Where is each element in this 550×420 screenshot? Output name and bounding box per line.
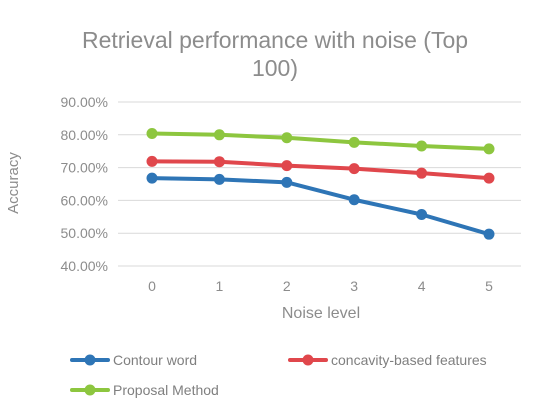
x-tick-label: 4	[418, 278, 426, 294]
data-point	[483, 143, 495, 155]
y-axis-label: Accuracy	[5, 152, 22, 214]
series-lines	[146, 127, 495, 240]
data-point	[281, 176, 293, 188]
legend-marker	[84, 354, 96, 366]
chart-title-line-2: 100)	[252, 55, 298, 81]
legend-label: Contour word	[113, 352, 197, 368]
data-point	[213, 129, 225, 141]
data-point	[281, 160, 293, 172]
data-point	[348, 194, 360, 206]
y-tick-label: 40.00%	[61, 258, 108, 274]
data-point	[483, 228, 495, 240]
data-point	[416, 140, 428, 152]
legend-item: concavity-based features	[288, 352, 487, 368]
gridlines	[118, 101, 521, 267]
data-point	[348, 136, 360, 148]
series-2	[146, 127, 495, 155]
data-point	[348, 163, 360, 175]
x-tick-label: 0	[148, 278, 156, 294]
axes: 40.00% 50.00% 60.00% 70.00% 80.00% 90.00% 0 1 2 3…	[61, 94, 494, 294]
legend-item: Contour word	[70, 352, 197, 368]
legend-label: Proposal Method	[113, 382, 219, 398]
chart-title-line-1: Retrieval performance with noise (Top	[82, 27, 468, 53]
data-point	[146, 172, 158, 184]
legend: Contour word concavity-based features Prop…	[70, 352, 487, 398]
x-axis-label: Noise level	[282, 305, 360, 322]
data-point	[213, 173, 225, 185]
data-point	[416, 209, 428, 221]
x-tick-label: 1	[216, 278, 224, 294]
series-line	[150, 159, 491, 181]
y-tick-label: 80.00%	[61, 127, 108, 143]
legend-marker	[84, 384, 96, 396]
series-0	[146, 172, 495, 240]
legend-label: concavity-based features	[331, 352, 487, 368]
data-point	[213, 156, 225, 168]
x-tick-label: 3	[350, 278, 358, 294]
data-point	[146, 127, 158, 139]
legend-marker	[302, 354, 314, 366]
x-tick-label: 2	[283, 278, 291, 294]
series-line	[150, 131, 491, 151]
data-point	[281, 132, 293, 144]
series-line	[150, 176, 491, 237]
legend-item: Proposal Method	[70, 382, 219, 398]
data-point	[416, 167, 428, 179]
y-tick-label: 60.00%	[61, 192, 108, 208]
x-tick-label: 5	[485, 278, 493, 294]
y-tick-label: 90.00%	[61, 94, 108, 110]
y-tick-label: 50.00%	[61, 225, 108, 241]
series-1	[146, 155, 495, 184]
y-tick-label: 70.00%	[61, 160, 108, 176]
data-point	[483, 172, 495, 184]
data-point	[146, 155, 158, 167]
